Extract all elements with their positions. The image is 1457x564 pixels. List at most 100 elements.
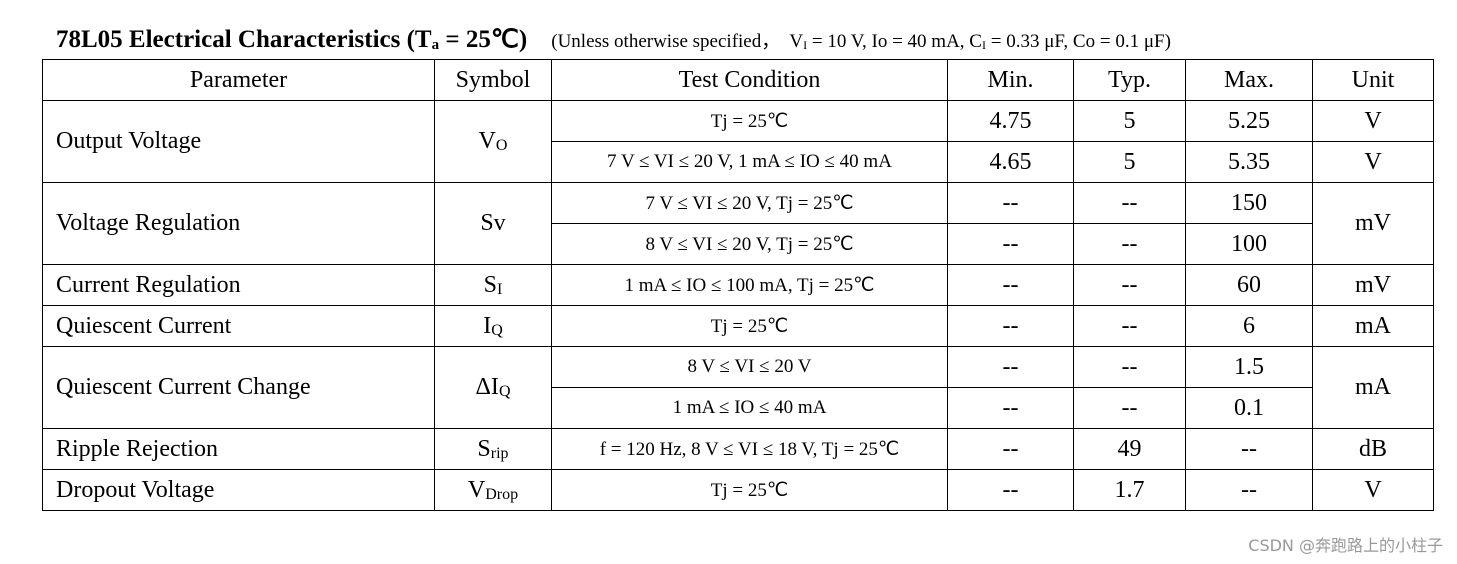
unit-cell: mA — [1312, 305, 1434, 347]
symbol-cell: Srip — [434, 428, 552, 470]
condition: 8 V ≤ VI ≤ 20 V — [687, 356, 812, 377]
max-value: 100 — [1231, 230, 1267, 257]
condition: 8 V ≤ VI ≤ 20 V, Tj = 25℃ — [645, 233, 854, 255]
max-cell: 5.35 — [1185, 141, 1313, 183]
max-cell: 100 — [1185, 223, 1313, 265]
column-header: Typ. — [1073, 59, 1186, 101]
min-value: -- — [1002, 353, 1019, 380]
typ-value: -- — [1121, 230, 1138, 257]
symbol-cell: VDrop — [434, 469, 552, 511]
table-row: Ripple Rejection Srip f = 120 Hz, 8 V ≤ VI… — [42, 428, 1434, 470]
min-cell: -- — [947, 182, 1074, 224]
table-row: Dropout Voltage VDrop Tj = 25℃ -- 1.7 -- V — [42, 469, 1434, 511]
symbol-sub: Q — [498, 383, 511, 400]
table-row: Quiescent Current Change ΔIQ 8 V ≤ VI ≤ 20… — [42, 346, 1434, 429]
min-cell: -- — [947, 223, 1074, 265]
spec-table: Parameter Symbol Test Condition Min. Typ. Max… — [42, 59, 1434, 511]
typ-value: 1.7 — [1114, 476, 1145, 503]
unit-cell: mV — [1312, 264, 1434, 306]
table-row: 7 V ≤ VI ≤ 20 V, 1 mA ≤ IO ≤ 40 mA 4.65 5 5… — [43, 141, 1434, 183]
min-value: -- — [1002, 476, 1019, 503]
min-cell: -- — [947, 264, 1074, 306]
unit: dB — [1358, 435, 1387, 462]
min-cell: -- — [947, 428, 1074, 470]
min-cell: -- — [947, 305, 1074, 347]
condition: 1 mA ≤ IO ≤ 100 mA, Tj = 25℃ — [624, 274, 875, 296]
note-text: I — [803, 38, 808, 52]
typ-cell: -- — [1073, 387, 1186, 429]
symbol: V — [467, 476, 486, 503]
symbol-cell: SI — [434, 264, 552, 306]
typ-value: 5 — [1123, 148, 1136, 175]
typ-cell: 5 — [1073, 141, 1186, 183]
unit-cell: V — [1312, 100, 1434, 142]
typ-value: -- — [1121, 394, 1138, 421]
max-value: 0.1 — [1234, 394, 1264, 421]
column-header: Symbol — [434, 59, 552, 101]
note-text: I — [981, 38, 986, 52]
unit-cell: dB — [1312, 428, 1434, 470]
typ-cell: 5 — [1073, 100, 1186, 142]
condition: Tj = 25℃ — [710, 479, 789, 501]
condition-cell: Tj = 25℃ — [551, 100, 948, 142]
typ-cell: -- — [1073, 346, 1186, 388]
max-value: 1.5 — [1234, 353, 1264, 380]
note-text: (Unless otherwise specified， V — [551, 31, 804, 52]
typ-value: -- — [1121, 189, 1138, 216]
parameter-cell: Voltage Regulation — [42, 182, 435, 265]
symbol: Sv — [480, 210, 506, 236]
max-value: -- — [1241, 435, 1257, 462]
max-cell: 1.5 — [1185, 346, 1313, 388]
symbol: S — [483, 271, 498, 298]
min-value: -- — [1002, 230, 1019, 257]
condition: Tj = 25℃ — [710, 110, 789, 132]
unit-cell: V — [1312, 469, 1434, 511]
condition-cell: 1 mA ≤ IO ≤ 40 mA — [551, 387, 948, 429]
note-text: = 0.33 μF, Co = 0.1 μF) — [985, 31, 1171, 52]
min-cell: -- — [947, 469, 1074, 511]
column-header: Max. — [1185, 59, 1313, 101]
typ-cell: 49 — [1073, 428, 1186, 470]
table-row: Output Voltage VO Tj = 25℃ 4.75 5 5.25 V — [42, 100, 1434, 183]
typ-value: -- — [1121, 271, 1138, 298]
typ-value: -- — [1121, 312, 1138, 339]
unit: mV — [1355, 271, 1391, 298]
typ-cell: -- — [1073, 305, 1186, 347]
unit: mA — [1355, 374, 1391, 400]
condition-cell: 8 V ≤ VI ≤ 20 V — [551, 346, 948, 388]
max-cell: -- — [1185, 469, 1313, 511]
condition: 1 mA ≤ IO ≤ 40 mA — [672, 397, 827, 418]
symbol-cell: VO — [434, 100, 552, 183]
max-value: 5.35 — [1228, 148, 1270, 175]
column-header: Parameter — [42, 59, 435, 101]
table-row: 8 V ≤ VI ≤ 20 V, Tj = 25℃ -- -- 100 — [43, 223, 1434, 265]
unit: V — [1364, 107, 1382, 134]
parameter-cell: Quiescent Current — [42, 305, 435, 347]
header-row: Parameter Symbol Test Condition Min. Typ. Max… — [42, 59, 1434, 101]
min-cell: -- — [947, 387, 1074, 429]
symbol: V — [478, 128, 496, 154]
symbol-sub: Drop — [485, 485, 519, 503]
heading: 78L05 Electrical Characteristics (Ta = 2… — [56, 24, 1171, 54]
parameter: Ripple Rejection — [56, 435, 218, 462]
parameter: Output Voltage — [56, 128, 202, 154]
max-cell: 0.1 — [1185, 387, 1313, 429]
max-cell: 60 — [1185, 264, 1313, 306]
table-row: Voltage Regulation Sv 7 V ≤ VI ≤ 20 V, Tj … — [42, 182, 1434, 265]
title: 78L05 Electrical Characteristics (Ta = 2… — [56, 26, 527, 53]
symbol-cell: Sv — [434, 182, 552, 265]
symbol-sub: O — [495, 137, 508, 154]
parameter-cell: Quiescent Current Change — [42, 346, 435, 429]
condition-cell: 1 mA ≤ IO ≤ 100 mA, Tj = 25℃ — [551, 264, 948, 306]
parameter: Current Regulation — [56, 271, 241, 298]
typ-value: -- — [1121, 353, 1138, 380]
max-value: 150 — [1231, 189, 1267, 216]
condition: f = 120 Hz, 8 V ≤ VI ≤ 18 V, Tj = 25℃ — [599, 438, 900, 460]
max-cell: 6 — [1185, 305, 1313, 347]
min-value: 4.75 — [989, 107, 1032, 134]
condition: Tj = 25℃ — [710, 315, 789, 337]
condition-cell: f = 120 Hz, 8 V ≤ VI ≤ 18 V, Tj = 25℃ — [551, 428, 948, 470]
parameter-cell: Current Regulation — [42, 264, 435, 306]
unit-cell: mV — [1312, 182, 1434, 265]
